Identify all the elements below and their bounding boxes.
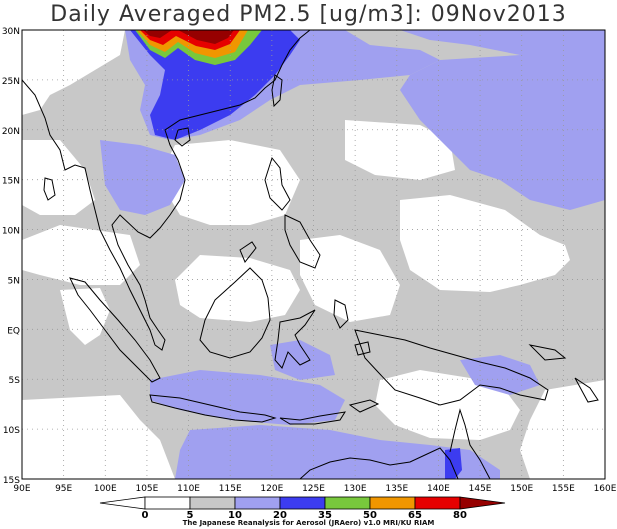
lat-tick-label: 10S <box>3 426 20 436</box>
coast-timor <box>348 399 380 413</box>
lon-tick-label: 145E <box>469 484 492 494</box>
colorbar-segment <box>369 496 416 510</box>
field-low-northeast <box>345 120 455 180</box>
coastlines <box>22 30 599 479</box>
colorbar-tick-label: 65 <box>408 510 422 521</box>
lat-tick-label: 10N <box>2 227 20 237</box>
colorbar-tick-label: 0 <box>142 510 149 521</box>
latitude-labels: 30N 25N 20N 15N 10N 5N EQ 5S 10S 15S <box>2 27 20 486</box>
lon-tick-label: 160E <box>594 484 617 494</box>
field-35-50-south <box>445 448 462 479</box>
lat-tick-label: 25N <box>2 77 20 87</box>
field-20-35-east <box>400 55 605 210</box>
field-20-35-south <box>175 425 500 479</box>
colorbar-segment <box>144 496 191 510</box>
lat-tick-label: EQ <box>7 326 20 336</box>
map-title: Daily Averaged PM2.5 [ug/m3]: 09Nov2013 <box>50 2 567 27</box>
coast-new-guinea <box>354 329 549 406</box>
lon-tick-label: 120E <box>260 484 283 494</box>
lat-tick-label: 30N <box>2 27 20 37</box>
lon-tick-label: 150E <box>510 484 533 494</box>
field-low-bay <box>22 225 140 285</box>
coast-australia <box>299 447 459 479</box>
field-20-35-gulf <box>100 140 185 215</box>
coast-cape-york <box>449 408 491 479</box>
colorbar-tick-label: 5 <box>187 510 194 521</box>
lon-tick-label: 135E <box>385 484 408 494</box>
coast-java <box>149 394 277 423</box>
colorbar: 0 5 10 20 35 50 65 80 <box>99 496 506 521</box>
field-low-south-china-sea <box>165 140 300 225</box>
lon-tick-label: 105E <box>135 484 158 494</box>
field-20-35-java <box>150 370 345 425</box>
lon-tick-label: 115E <box>219 484 242 494</box>
field-low-andaman <box>60 288 110 345</box>
coast-hainan <box>174 127 191 147</box>
lat-tick-label: 15N <box>2 177 20 187</box>
field-80-darkred <box>143 30 234 44</box>
field-35-50-china <box>130 30 300 140</box>
lon-tick-label: 100E <box>94 484 117 494</box>
coast-borneo <box>199 267 271 359</box>
colorbar-segment <box>459 496 506 510</box>
coast-bismarck <box>528 344 599 403</box>
lat-tick-label: 20N <box>2 127 20 137</box>
coast-sulawesi <box>274 309 316 369</box>
field-20-35-sulawesi <box>270 340 335 380</box>
colorbar-segment <box>99 496 146 510</box>
colorbar-segment <box>279 496 326 510</box>
lon-tick-label: 155E <box>552 484 575 494</box>
lat-tick-label: 15S <box>3 476 20 486</box>
field-low-northwest <box>22 30 125 115</box>
coast-philippines-luzon <box>264 156 291 211</box>
lon-tick-label: 130E <box>344 484 367 494</box>
colorbar-segment <box>189 496 236 510</box>
coast-mainland-asia <box>22 30 311 351</box>
map-frame <box>21 29 606 480</box>
colorbar-segment <box>414 496 461 510</box>
coast-sumatra <box>69 277 161 383</box>
lon-tick-label: 125E <box>302 484 325 494</box>
colorbar-tick-label: 20 <box>273 510 287 521</box>
field-low-west-pacific <box>400 195 570 292</box>
colorbar-tick-label: 35 <box>318 510 332 521</box>
coast-philippines-south <box>284 214 321 269</box>
coast-maluku <box>333 299 371 356</box>
lon-tick-label: 90E <box>13 484 30 494</box>
lon-tick-label: 140E <box>427 484 450 494</box>
coast-lesser-sunda <box>279 411 347 425</box>
colorbar-tick-label: 80 <box>453 510 467 521</box>
coast-sri-lanka <box>43 177 56 201</box>
lon-tick-label: 110E <box>177 484 200 494</box>
credit-line: The Japanese Reanalysis for Aerosol (JRA… <box>182 519 435 527</box>
lat-tick-label: 5N <box>8 276 20 286</box>
colorbar-tick-label: 10 <box>228 510 242 521</box>
lon-tick-label: 95E <box>55 484 72 494</box>
coast-palawan <box>239 241 257 263</box>
field-low-south <box>22 395 175 479</box>
coast-taiwan <box>271 74 283 108</box>
colorbar-tick-label: 50 <box>363 510 377 521</box>
graticule <box>22 30 605 479</box>
colorbar-segment <box>324 496 371 510</box>
colorbar-segment <box>234 496 281 510</box>
longitude-labels: 90E 95E 100E 105E 110E 115E 120E 125E 130E 135E 14… <box>13 484 616 494</box>
field-low-east <box>300 235 400 322</box>
lat-tick-label: 5S <box>9 376 21 386</box>
pm25-field <box>22 30 605 479</box>
field-low-indochina <box>22 140 95 215</box>
